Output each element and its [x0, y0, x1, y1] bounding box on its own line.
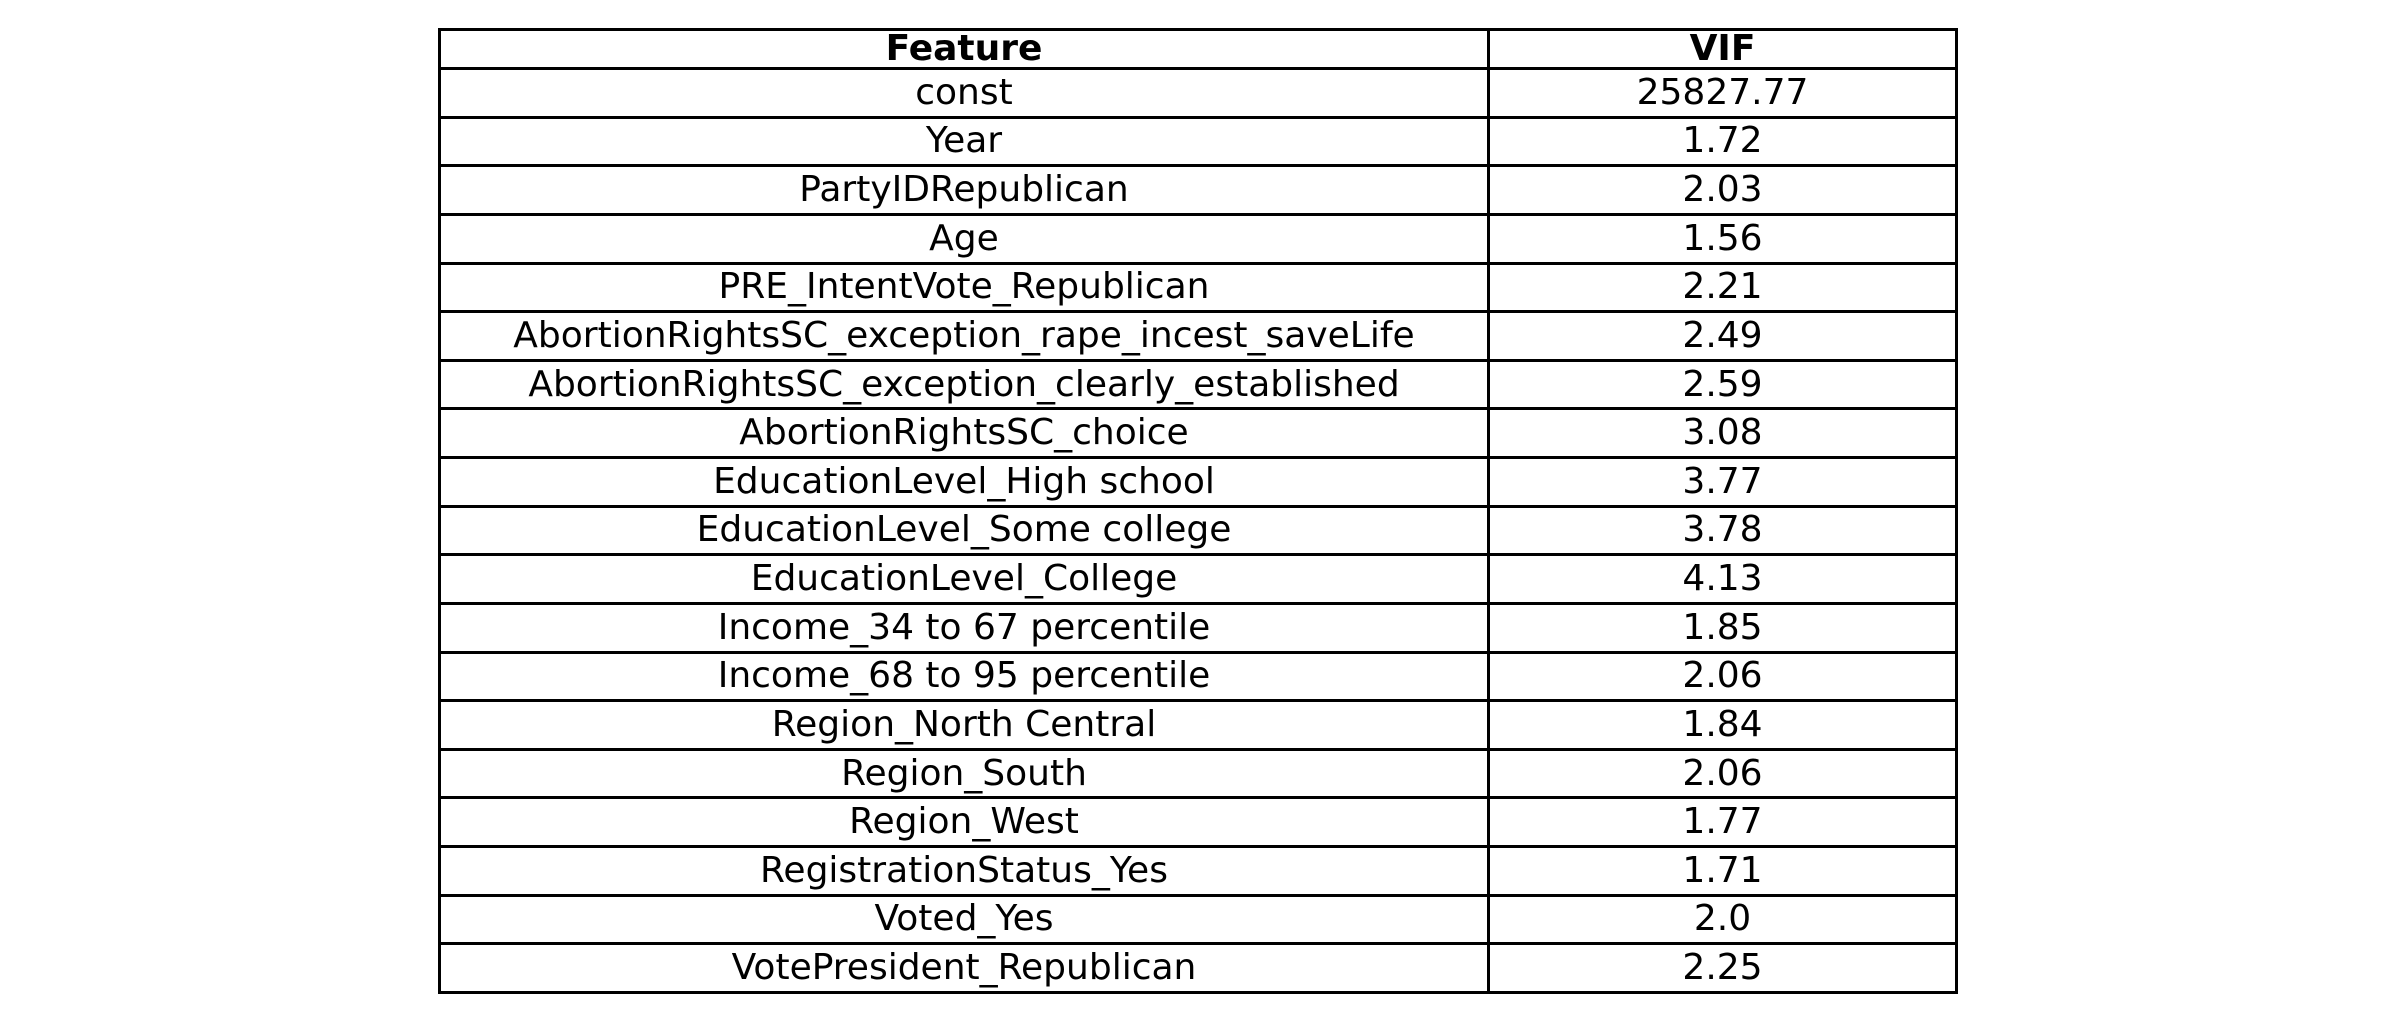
feature-cell: Income_68 to 95 percentile — [438, 650, 1490, 703]
vif-cell: 1.71 — [1487, 845, 1958, 897]
table-row: AbortionRightsSC_exception_clearly_estab… — [438, 358, 1958, 411]
vif-cell: 2.06 — [1487, 747, 1958, 800]
feature-cell: AbortionRightsSC_exception_clearly_estab… — [438, 358, 1490, 411]
feature-cell: Year — [438, 115, 1490, 168]
table-row: Income_34 to 67 percentile 1.85 — [438, 601, 1958, 654]
feature-cell: PRE_IntentVote_Republican — [438, 261, 1490, 314]
vif-cell: 1.56 — [1487, 212, 1958, 265]
feature-cell: Region_West — [438, 796, 1490, 848]
feature-cell: VotePresident_Republican — [438, 942, 1490, 994]
feature-cell: const — [438, 67, 1490, 119]
vif-cell: 1.84 — [1487, 699, 1958, 751]
table-row: PartyIDRepublican 2.03 — [438, 164, 1958, 216]
feature-cell: Voted_Yes — [438, 893, 1490, 946]
table-row: Voted_Yes 2.0 — [438, 893, 1958, 946]
vif-cell: 1.77 — [1487, 796, 1958, 848]
header-feature: Feature — [438, 28, 1490, 70]
feature-cell: AbortionRightsSC_exception_rape_incest_s… — [438, 310, 1490, 362]
vif-cell: 2.03 — [1487, 164, 1958, 216]
feature-cell: Region_South — [438, 747, 1490, 800]
table-row: PRE_IntentVote_Republican 2.21 — [438, 261, 1958, 314]
feature-cell: RegistrationStatus_Yes — [438, 845, 1490, 897]
vif-cell: 3.08 — [1487, 407, 1958, 459]
vif-cell: 2.21 — [1487, 261, 1958, 314]
vif-cell: 2.59 — [1487, 358, 1958, 411]
vif-cell: 1.85 — [1487, 601, 1958, 654]
vif-cell: 1.72 — [1487, 115, 1958, 168]
table-row: Income_68 to 95 percentile 2.06 — [438, 650, 1958, 703]
table-row: Age 1.56 — [438, 212, 1958, 265]
feature-cell: Income_34 to 67 percentile — [438, 601, 1490, 654]
feature-cell: EducationLevel_High school — [438, 456, 1490, 508]
vif-cell: 2.0 — [1487, 893, 1958, 946]
table-row: AbortionRightsSC_exception_rape_incest_s… — [438, 310, 1958, 362]
vif-cell: 2.06 — [1487, 650, 1958, 703]
feature-cell: Age — [438, 212, 1490, 265]
table-body: const 25827.77 Year 1.72 PartyIDRepublican 2.… — [438, 67, 1958, 994]
vif-cell: 3.77 — [1487, 456, 1958, 508]
table-row: Region_West 1.77 — [438, 796, 1958, 848]
table-row: RegistrationStatus_Yes 1.71 — [438, 845, 1958, 897]
table-row: const 25827.77 — [438, 67, 1958, 119]
table-row: Region_North Central 1.84 — [438, 699, 1958, 751]
table-row: Year 1.72 — [438, 115, 1958, 168]
header-vif: VIF — [1487, 28, 1958, 70]
feature-cell: EducationLevel_Some college — [438, 504, 1490, 557]
vif-table: Feature VIF const 25827.77 Year 1.72 PartyID… — [438, 28, 1958, 994]
feature-cell: Region_North Central — [438, 699, 1490, 751]
vif-cell: 3.78 — [1487, 504, 1958, 557]
feature-cell: AbortionRightsSC_choice — [438, 407, 1490, 459]
vif-cell: 2.49 — [1487, 310, 1958, 362]
vif-cell: 2.25 — [1487, 942, 1958, 994]
table-row: EducationLevel_High school 3.77 — [438, 456, 1958, 508]
table-header-row: Feature VIF — [438, 28, 1958, 70]
table-row: Region_South 2.06 — [438, 747, 1958, 800]
feature-cell: PartyIDRepublican — [438, 164, 1490, 216]
vif-cell: 4.13 — [1487, 553, 1958, 605]
table-row: AbortionRightsSC_choice 3.08 — [438, 407, 1958, 459]
vif-cell: 25827.77 — [1487, 67, 1958, 119]
table-row: VotePresident_Republican 2.25 — [438, 942, 1958, 994]
table-row: EducationLevel_College 4.13 — [438, 553, 1958, 605]
table-row: EducationLevel_Some college 3.78 — [438, 504, 1958, 557]
feature-cell: EducationLevel_College — [438, 553, 1490, 605]
